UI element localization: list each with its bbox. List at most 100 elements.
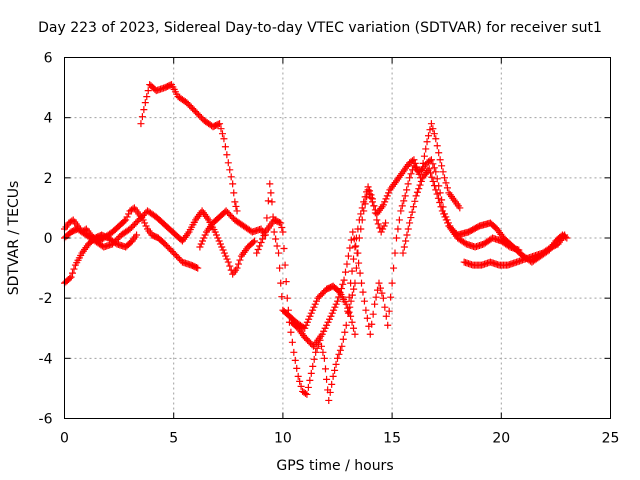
data-point [257, 239, 265, 247]
data-point [234, 260, 242, 268]
data-point [266, 180, 274, 188]
data-point [312, 348, 320, 356]
data-point [297, 382, 305, 390]
data-point [331, 303, 339, 311]
data-point [278, 293, 286, 301]
data-point [125, 210, 133, 218]
data-point [356, 269, 364, 277]
data-point [394, 225, 402, 233]
data-point [375, 279, 383, 287]
data-point [335, 293, 343, 301]
data-point [309, 306, 317, 314]
data-point [263, 214, 271, 222]
data-point [381, 198, 389, 206]
data-point [442, 179, 450, 187]
data-point [338, 342, 346, 350]
data-point [233, 207, 241, 215]
data-point [351, 279, 359, 287]
data-point [350, 255, 358, 263]
data-point [142, 222, 150, 230]
data-point [439, 168, 447, 176]
data-point [236, 256, 244, 264]
data-point [352, 242, 360, 250]
data-point [276, 264, 284, 272]
ticks [64, 57, 611, 419]
data-point [216, 120, 224, 128]
x-tick-label: 20 [492, 431, 510, 447]
data-point [351, 243, 359, 251]
data-point [355, 234, 363, 242]
data-point [411, 159, 419, 167]
data-point [140, 106, 148, 114]
data-point [214, 234, 222, 242]
data-point [390, 264, 398, 272]
data-point [358, 216, 366, 224]
data-point [410, 156, 418, 164]
data-point [343, 260, 351, 268]
data-point [194, 264, 202, 272]
data-point [355, 259, 363, 267]
data-point [403, 231, 411, 239]
y-tick-labels: -6 -4 -2 0 2 4 6 [39, 51, 53, 428]
data-point [318, 330, 326, 338]
x-tick-labels: 0 5 10 15 20 25 [60, 431, 619, 447]
data-point [313, 344, 321, 352]
data-point [311, 300, 319, 308]
data-point [347, 297, 355, 305]
data-point [346, 303, 354, 311]
data-point [400, 197, 408, 205]
data-point [251, 237, 259, 245]
data-point [226, 262, 234, 270]
data-point [213, 231, 221, 239]
data-point [226, 166, 234, 174]
x-tick-label: 10 [274, 431, 292, 447]
data-point [137, 120, 145, 128]
data-point [254, 246, 262, 254]
data-point [360, 297, 368, 305]
data-point [366, 330, 374, 338]
data-point [427, 120, 435, 128]
data-point [220, 135, 228, 143]
data-point [332, 360, 340, 368]
data-point [344, 252, 352, 260]
data-point [301, 324, 309, 332]
data-point [368, 320, 376, 328]
data-point [310, 355, 318, 363]
data-point [288, 338, 296, 346]
data-point [272, 235, 280, 243]
data-point [307, 369, 315, 377]
data-point [433, 175, 441, 183]
data-point [363, 314, 371, 322]
data-point [404, 225, 412, 233]
data-point [344, 309, 352, 317]
data-point [430, 182, 438, 190]
data-point [120, 217, 128, 225]
data-point [70, 265, 78, 273]
data-point [141, 219, 149, 227]
data-point [320, 327, 328, 335]
data-point [310, 303, 318, 311]
data-point [429, 125, 437, 133]
data-point [335, 350, 343, 358]
data-point [332, 300, 340, 308]
data-point [306, 312, 314, 320]
data-point [293, 364, 301, 372]
data-point [361, 200, 369, 208]
data-point [319, 348, 327, 356]
data-point [221, 143, 229, 151]
data-point [398, 202, 406, 210]
data-point [325, 315, 333, 323]
data-point [229, 180, 237, 188]
y-tick-label: 2 [44, 171, 53, 187]
series-arc-j [460, 231, 569, 269]
data-point [349, 228, 357, 236]
data-point [402, 237, 410, 245]
data-point [200, 234, 208, 242]
data-point [197, 240, 205, 248]
data-point [438, 162, 446, 170]
data-point [219, 246, 227, 254]
data-point [260, 231, 268, 239]
data-point [403, 186, 411, 194]
data-point [233, 264, 241, 272]
data-point [220, 249, 228, 257]
